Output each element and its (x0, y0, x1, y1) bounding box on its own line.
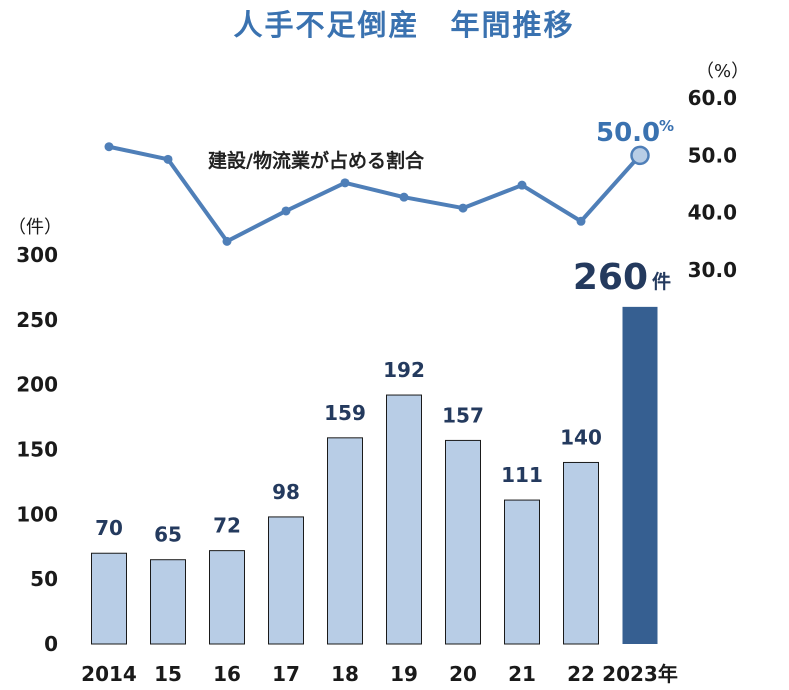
line-point-highlight (630, 145, 650, 166)
x-tick-label: 17 (272, 662, 300, 686)
line-axis-unit: （%） (696, 61, 749, 82)
x-tick-label: 15 (154, 662, 182, 686)
bar (150, 559, 186, 645)
line-series (107, 144, 642, 244)
bar (445, 439, 481, 645)
bar-value-label: 98 (272, 480, 300, 504)
highlight-bar-unit: 件 (652, 270, 671, 293)
bar (209, 550, 245, 645)
line-point (163, 154, 173, 164)
line-y-tick-label: 40.0 (688, 201, 737, 225)
x-tick-label: 16 (213, 662, 241, 686)
x-tick-label: 2014 (81, 662, 137, 686)
bar-axis-unit: （件） (8, 217, 62, 238)
x-tick-label: 2023年 (602, 662, 678, 686)
bar-y-tick-label: 300 (16, 243, 58, 267)
chart-title: 人手不足倒産 年間推移 (233, 8, 574, 42)
line-series-label: 建設/物流業が占める割合 (208, 149, 425, 172)
line-y-tick-label: 60.0 (688, 86, 737, 110)
line-point (458, 203, 468, 213)
bar-value-label: 65 (154, 523, 182, 547)
x-tick-label: 22 (567, 662, 595, 686)
bar-y-tick-label: 0 (44, 632, 58, 656)
highlight-line-unit: % (659, 117, 674, 135)
line-point (340, 178, 350, 188)
bar-y-tick-label: 100 (16, 502, 58, 526)
bar-value-label: 140 (560, 425, 602, 449)
bar (622, 306, 658, 644)
bar (563, 461, 599, 645)
line-point (517, 180, 527, 190)
highlight-line-value: 50.0 (596, 118, 660, 148)
bar-y-tick-label: 50 (30, 567, 58, 591)
bar (504, 499, 540, 645)
x-tick-label: 19 (390, 662, 418, 686)
bar (386, 394, 422, 645)
x-tick-label: 18 (331, 662, 359, 686)
bar (327, 437, 363, 645)
line-y-tick-label: 50.0 (688, 143, 737, 167)
line-point (222, 236, 232, 246)
bar (268, 516, 304, 645)
line-point (399, 192, 409, 202)
x-tick-label: 21 (508, 662, 536, 686)
bar-y-tick-label: 250 (16, 308, 58, 332)
bar-value-label: 192 (383, 358, 425, 382)
bar-value-label: 159 (324, 401, 366, 425)
line-point (104, 142, 114, 152)
bar-value-label: 157 (442, 403, 484, 427)
line-point (576, 216, 586, 226)
bar (91, 552, 127, 645)
bar-value-label: 72 (213, 514, 241, 538)
highlight-bar-value: 260 (573, 257, 648, 298)
line-y-tick-label: 30.0 (688, 258, 737, 282)
bar-value-label: 111 (501, 463, 543, 487)
bar-value-label: 70 (95, 516, 123, 540)
line-point (281, 206, 291, 216)
x-tick-label: 20 (449, 662, 477, 686)
bar-y-tick-label: 150 (16, 438, 58, 462)
bar-y-tick-label: 200 (16, 373, 58, 397)
